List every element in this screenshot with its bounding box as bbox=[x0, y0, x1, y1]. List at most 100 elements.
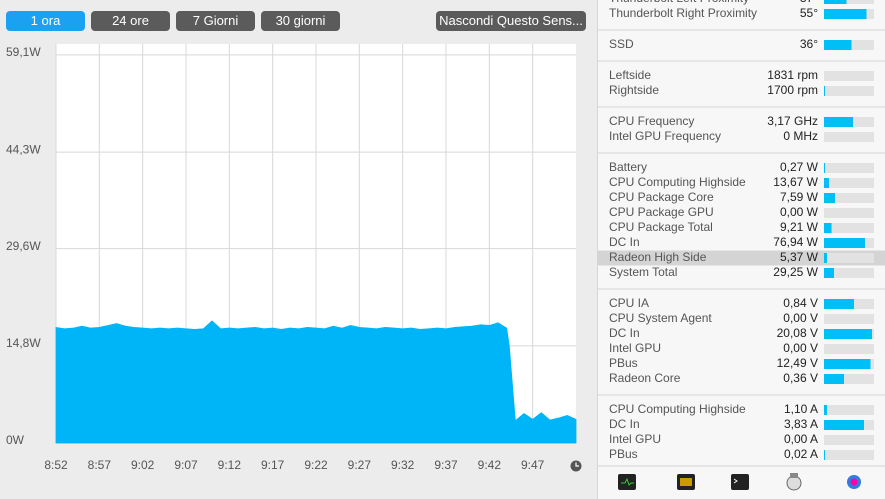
x-tick-label: 9:02 bbox=[131, 458, 155, 472]
sensor-label: DC In bbox=[609, 417, 640, 431]
level-bar bbox=[824, 223, 832, 233]
level-bar bbox=[824, 268, 834, 278]
level-track bbox=[824, 344, 874, 354]
sensor-value: 13,67 W bbox=[773, 175, 818, 189]
range-button[interactable]: 24 ore bbox=[91, 11, 170, 31]
range-button[interactable]: 1 ora bbox=[6, 11, 85, 31]
sensor-label: Rightside bbox=[609, 83, 659, 97]
sensor-label: CPU IA bbox=[609, 296, 649, 310]
chart: 0W 14,8W 29,6W 44,3W 59,1W 8:52 8:57 9:02 9:07 9:… bbox=[6, 44, 582, 472]
sensor-label: Thunderbolt Left Proximity bbox=[609, 0, 749, 5]
level-bar bbox=[824, 40, 852, 50]
level-track bbox=[824, 132, 874, 142]
clock-icon bbox=[570, 460, 582, 472]
level-track bbox=[824, 0, 874, 4]
sensor-value: 29,25 W bbox=[773, 265, 818, 279]
sensor-list: Thunderbolt Left Proximity 37° Thunderbolt… bbox=[598, 0, 885, 491]
sensor-label: CPU Computing Highside bbox=[609, 402, 746, 416]
y-tick-label: 29,6W bbox=[6, 239, 41, 253]
sensor-value: 3,83 A bbox=[784, 417, 818, 431]
level-track bbox=[824, 374, 874, 384]
sensor-value: 0,27 W bbox=[780, 160, 819, 174]
level-bar bbox=[824, 253, 827, 263]
sensor-panel: Thunderbolt Left Proximity 37° Thunderbolt… bbox=[597, 0, 885, 499]
sensor-value: 0,84 V bbox=[783, 296, 818, 310]
level-bar bbox=[824, 374, 844, 384]
sensor-label: CPU System Agent bbox=[609, 311, 712, 325]
sensor-value: 7,59 W bbox=[780, 190, 819, 204]
sensor-value: 36° bbox=[800, 37, 818, 51]
level-track bbox=[824, 314, 874, 324]
sensor-label: Intel GPU Frequency bbox=[609, 129, 721, 143]
sensor-label: PBus bbox=[609, 356, 638, 370]
sensor-value: 1,10 A bbox=[784, 402, 818, 416]
sensor-value: 12,49 V bbox=[777, 356, 818, 370]
level-bar bbox=[824, 450, 825, 460]
sensor-label: Intel GPU bbox=[609, 432, 661, 446]
level-bar bbox=[824, 9, 867, 19]
sensor-value: 0,00 W bbox=[780, 205, 819, 219]
x-tick-label: 9:07 bbox=[174, 458, 198, 472]
sensor-value: 5,37 W bbox=[780, 250, 819, 264]
history-panel: 1 ora 24 ore 7 Giorni 30 giorni Nascondi… bbox=[6, 11, 586, 473]
level-track bbox=[824, 86, 874, 96]
level-track bbox=[824, 71, 874, 81]
sensor-label: Intel GPU bbox=[609, 341, 661, 355]
level-track bbox=[824, 435, 874, 445]
range-button[interactable]: 7 Giorni bbox=[176, 11, 255, 31]
sensor-label: Leftside bbox=[609, 68, 651, 82]
y-tick-label: 44,3W bbox=[6, 142, 41, 156]
level-bar bbox=[824, 117, 853, 127]
sensor-value: 1700 rpm bbox=[767, 83, 818, 97]
x-tick-label: 8:57 bbox=[88, 458, 112, 472]
toolbar-icon[interactable] bbox=[786, 473, 802, 491]
sensor-label: CPU Computing Highside bbox=[609, 175, 746, 189]
level-track bbox=[824, 405, 874, 415]
sensor-value: 20,08 V bbox=[777, 326, 818, 340]
sensor-label: Thunderbolt Right Proximity bbox=[609, 6, 757, 20]
toolbar-icon[interactable] bbox=[731, 474, 749, 490]
level-bar bbox=[824, 178, 829, 188]
x-tick-label: 8:52 bbox=[44, 458, 68, 472]
sensor-label: PBus bbox=[609, 447, 638, 461]
x-tick-label: 9:27 bbox=[348, 458, 372, 472]
level-track bbox=[824, 253, 874, 263]
y-tick-label: 0W bbox=[6, 433, 25, 447]
x-tick-label: 9:32 bbox=[391, 458, 415, 472]
hide-sensor-button[interactable]: Nascondi Questo Sens... bbox=[436, 11, 586, 31]
sensor-value: 37° bbox=[800, 0, 818, 5]
level-bar bbox=[824, 238, 865, 248]
sensor-label: Radeon Core bbox=[609, 371, 681, 385]
sensor-value: 0,02 A bbox=[784, 447, 818, 461]
toolbar-icon[interactable] bbox=[618, 474, 636, 490]
sensor-label: System Total bbox=[609, 265, 677, 279]
sensor-label: DC In bbox=[609, 326, 640, 340]
level-bar bbox=[824, 193, 835, 203]
sensor-value: 0,36 V bbox=[783, 371, 818, 385]
sensor-label: Battery bbox=[609, 160, 647, 174]
range-button[interactable]: 30 giorni bbox=[261, 11, 340, 31]
level-track bbox=[824, 450, 874, 460]
sensor-value: 1831 rpm bbox=[767, 68, 818, 82]
sensor-value: 0 MHz bbox=[783, 129, 818, 143]
toolbar-icon[interactable] bbox=[677, 474, 695, 490]
sensor-label: CPU Package GPU bbox=[609, 205, 714, 219]
level-track bbox=[824, 208, 874, 218]
area bbox=[55, 320, 577, 444]
sensor-value: 76,94 W bbox=[773, 235, 818, 249]
sensor-label: SSD bbox=[609, 37, 634, 51]
x-tick-label: 9:47 bbox=[521, 458, 545, 472]
sensor-value: 0,00 V bbox=[783, 341, 818, 355]
level-bar bbox=[824, 299, 854, 309]
toolbar-icon[interactable] bbox=[847, 475, 861, 489]
sensor-value: 55° bbox=[800, 6, 818, 20]
y-tick-label: 59,1W bbox=[6, 45, 41, 59]
row-highlight bbox=[598, 250, 885, 266]
level-bar bbox=[824, 420, 864, 430]
sensor-value: 3,17 GHz bbox=[767, 114, 818, 128]
level-bar bbox=[824, 86, 825, 96]
x-tick-label: 9:42 bbox=[478, 458, 502, 472]
level-bar bbox=[824, 359, 871, 369]
sensor-label: CPU Package Core bbox=[609, 190, 714, 204]
